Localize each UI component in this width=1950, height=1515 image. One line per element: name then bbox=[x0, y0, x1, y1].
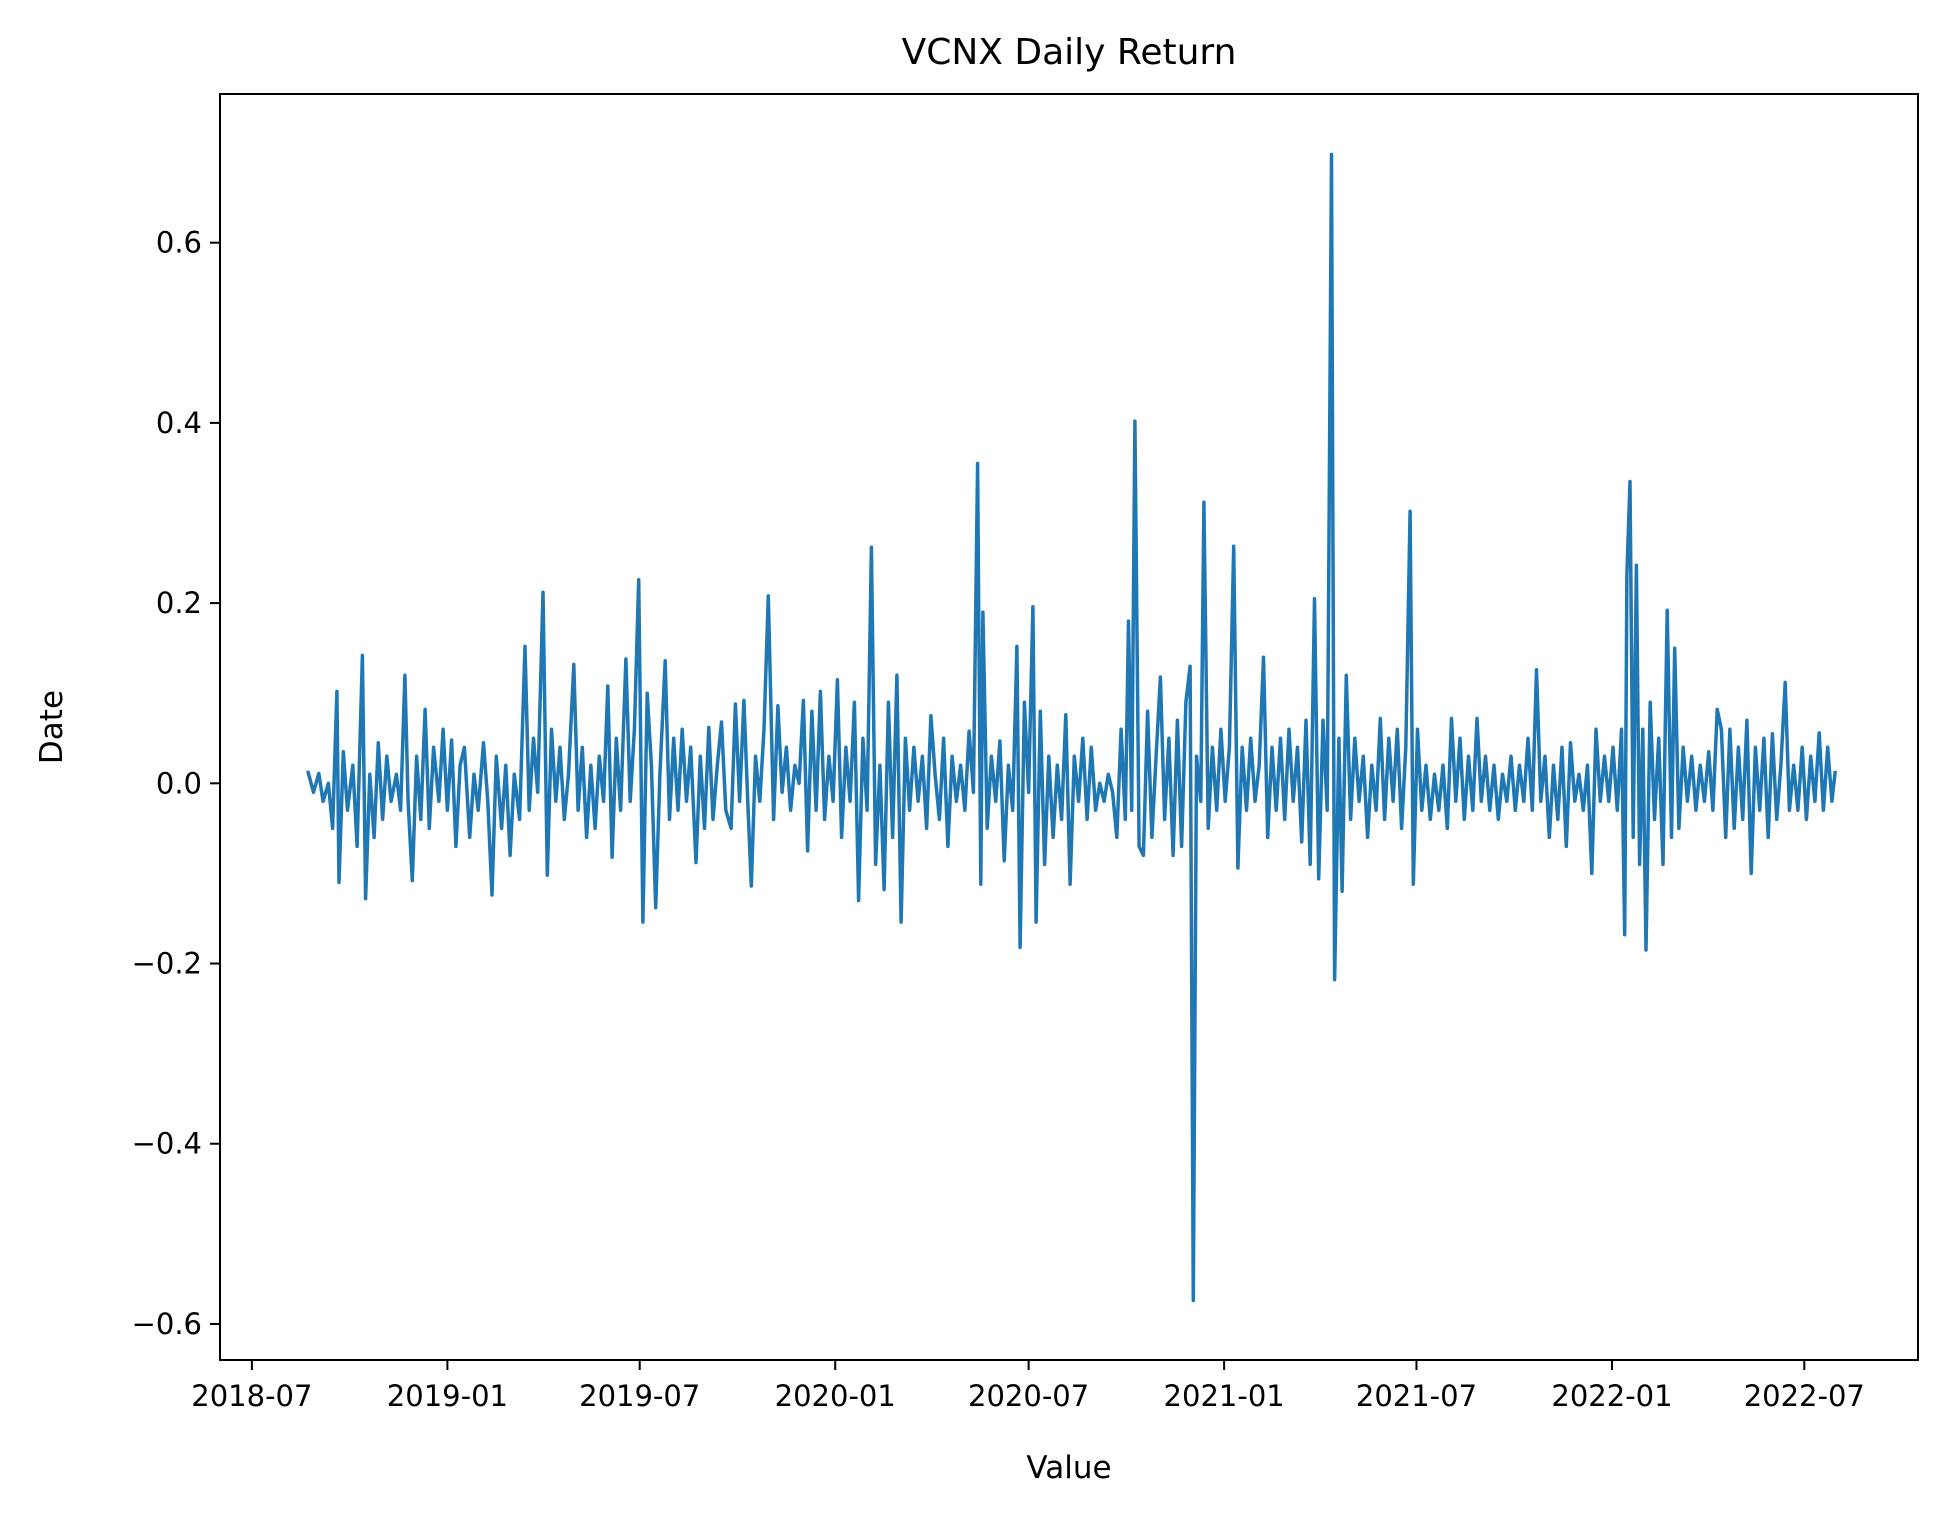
series-layer bbox=[306, 152, 1838, 1303]
y-axis: −0.6 −0.4 −0.2 0.0 0.2 0.4 0.6 bbox=[132, 226, 220, 1341]
plot-frame bbox=[219, 93, 1919, 1361]
y-tick-label-6: 0.6 bbox=[156, 226, 202, 260]
x-tick-label-2: 2019-07 bbox=[579, 1379, 700, 1413]
y-tick-label-5: 0.4 bbox=[156, 406, 202, 440]
x-tick-label-6: 2021-07 bbox=[1356, 1379, 1477, 1413]
y-tick-label-1: −0.4 bbox=[132, 1127, 202, 1161]
y-tick-label-4: 0.2 bbox=[156, 586, 202, 620]
x-tick-label-8: 2022-07 bbox=[1744, 1379, 1865, 1413]
chart-title: VCNX Daily Return bbox=[902, 32, 1237, 73]
y-tick-label-3: 0.0 bbox=[156, 766, 202, 800]
y-axis-label: Date bbox=[34, 690, 70, 764]
y-tick-label-0: −0.6 bbox=[132, 1307, 202, 1341]
x-axis-label: Value bbox=[1026, 1450, 1111, 1486]
x-tick-label-0: 2018-07 bbox=[191, 1379, 312, 1413]
series-line-0 bbox=[306, 152, 1838, 1303]
x-tick-label-5: 2021-01 bbox=[1164, 1379, 1285, 1413]
x-axis: 2018-07 2019-01 2019-07 2020-01 2020-07 2021-… bbox=[191, 1360, 1865, 1413]
x-tick-label-1: 2019-01 bbox=[387, 1379, 508, 1413]
y-tick-label-2: −0.2 bbox=[132, 947, 202, 981]
x-tick-label-4: 2020-07 bbox=[968, 1379, 1089, 1413]
x-tick-label-7: 2022-01 bbox=[1551, 1379, 1672, 1413]
x-tick-label-3: 2020-01 bbox=[775, 1379, 896, 1413]
